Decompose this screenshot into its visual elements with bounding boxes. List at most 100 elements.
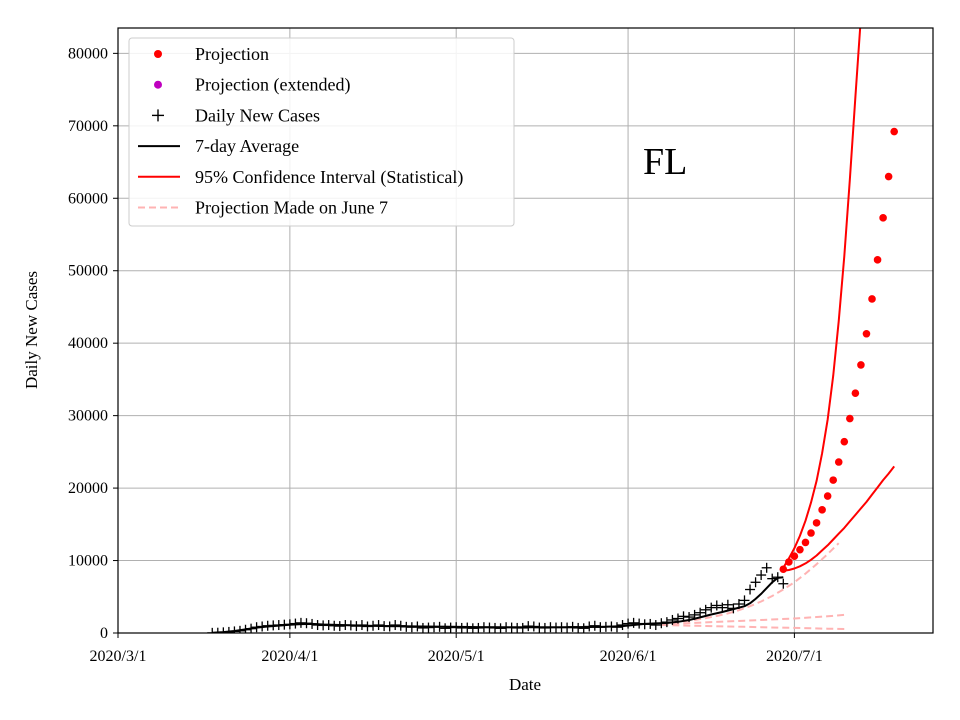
series-line-projection-made-on-june-7-upper	[661, 613, 845, 626]
data-point-daily-new-cases	[356, 620, 367, 631]
y-tick-label: 20000	[68, 480, 108, 497]
data-point-projection	[868, 295, 876, 303]
data-point-daily-new-cases	[728, 603, 739, 614]
data-point-daily-new-cases	[373, 620, 384, 631]
y-axis-label: Daily New Cases	[22, 271, 41, 389]
data-point-daily-new-cases	[611, 622, 622, 633]
data-point-daily-new-cases	[323, 620, 334, 631]
x-axis-label: Date	[509, 675, 541, 694]
data-point-daily-new-cases	[700, 604, 711, 615]
series-7-day-average	[212, 576, 784, 633]
data-point-projection	[796, 545, 804, 554]
y-tick-label: 0	[100, 625, 108, 642]
data-point-daily-new-cases	[645, 618, 656, 629]
data-point-daily-new-cases	[462, 622, 473, 633]
data-point-daily-new-cases	[290, 618, 301, 629]
data-point-daily-new-cases	[395, 620, 406, 631]
data-point-daily-new-cases	[761, 562, 772, 573]
data-point-daily-new-cases	[584, 621, 595, 632]
data-point-daily-new-cases	[334, 621, 345, 632]
series-projection-made-on-june-7-upper	[661, 613, 845, 626]
series-line-95-ci-lower	[783, 465, 895, 572]
data-point-projection	[840, 437, 849, 446]
legend-item-daily-new-cases: Daily New Cases	[152, 105, 320, 125]
legend-item-95-confidence-interval-statistical: 95% Confidence Interval (Statistical)	[138, 167, 463, 188]
data-point-daily-new-cases	[368, 620, 379, 631]
data-point-daily-new-cases	[706, 602, 717, 613]
legend-label: Daily New Cases	[195, 105, 320, 125]
data-point-daily-new-cases	[650, 620, 661, 631]
series-line-projection-made-on-june-7-lower	[661, 624, 845, 630]
data-point-projection	[807, 529, 815, 537]
data-point-projection	[873, 256, 882, 264]
legend-marker-dot	[154, 50, 162, 58]
series-layer	[207, 28, 898, 633]
legend: Projection Projection (extended) Daily New…	[128, 37, 515, 227]
legend-label: 95% Confidence Interval (Statistical)	[195, 167, 463, 188]
data-point-daily-new-cases	[390, 620, 401, 631]
data-point-projection	[857, 361, 865, 369]
state-annotation: FL	[643, 141, 687, 183]
legend-label: Projection	[195, 44, 269, 64]
data-point-daily-new-cases	[778, 578, 789, 589]
data-point-daily-new-cases	[307, 618, 318, 629]
data-point-projection	[785, 558, 793, 566]
data-point-daily-new-cases	[739, 595, 750, 606]
x-tick-label: 2020/5/1	[428, 648, 485, 665]
data-point-daily-new-cases	[772, 572, 783, 583]
series-line-7-day-average	[212, 576, 784, 633]
legend-label: Projection Made on June 7	[195, 198, 388, 218]
data-point-daily-new-cases	[234, 625, 245, 633]
data-point-daily-new-cases	[623, 618, 634, 629]
series-line-projection-made-on-june-7-central	[661, 542, 840, 625]
data-point-projection	[851, 389, 860, 397]
data-point-daily-new-cases	[745, 584, 756, 595]
data-point-daily-new-cases	[301, 618, 312, 629]
data-point-daily-new-cases	[451, 622, 462, 633]
data-point-daily-new-cases	[689, 609, 700, 620]
data-point-daily-new-cases	[495, 623, 506, 633]
data-point-daily-new-cases	[246, 623, 257, 633]
data-point-daily-new-cases	[667, 614, 678, 625]
data-point-daily-new-cases	[345, 620, 356, 631]
data-point-daily-new-cases	[750, 577, 761, 588]
data-point-daily-new-cases	[684, 612, 695, 623]
data-point-daily-new-cases	[606, 621, 617, 632]
data-point-daily-new-cases	[539, 622, 550, 633]
data-point-daily-new-cases	[695, 607, 706, 618]
data-point-daily-new-cases	[678, 611, 689, 622]
data-point-daily-new-cases	[517, 622, 528, 633]
data-point-daily-new-cases	[257, 621, 268, 632]
data-point-daily-new-cases	[756, 570, 767, 581]
data-point-daily-new-cases	[767, 573, 778, 584]
data-point-daily-new-cases	[717, 602, 728, 613]
legend-box	[128, 37, 515, 227]
legend-label: 7-day Average	[195, 136, 299, 156]
data-point-daily-new-cases	[251, 622, 262, 633]
data-point-daily-new-cases	[384, 621, 395, 632]
legend-item-projection: Projection	[154, 44, 269, 64]
y-tick-label: 60000	[68, 190, 108, 207]
y-tick-label: 70000	[68, 118, 108, 135]
data-point-projection	[779, 565, 788, 574]
data-point-projection	[846, 414, 854, 423]
data-point-daily-new-cases	[406, 622, 417, 633]
series-line-95-ci-upper	[782, 28, 862, 569]
series-projection	[779, 127, 898, 574]
data-point-daily-new-cases	[578, 623, 589, 633]
data-point-projection	[834, 458, 843, 466]
ticks: 2020/3/1 2020/4/1 2020/5/1 2020/6/1 2020/7/1…	[68, 45, 823, 665]
data-point-daily-new-cases	[412, 621, 423, 632]
data-point-daily-new-cases	[562, 622, 573, 633]
data-point-daily-new-cases	[661, 617, 672, 628]
data-point-daily-new-cases	[473, 622, 484, 633]
y-tick-label: 80000	[68, 45, 108, 62]
data-point-daily-new-cases	[722, 599, 733, 610]
data-point-projection	[884, 172, 893, 181]
data-point-projection	[823, 492, 832, 500]
data-point-daily-new-cases	[362, 621, 373, 632]
data-point-projection	[862, 329, 871, 338]
series-daily-new-cases	[207, 562, 789, 633]
y-tick-label: 10000	[68, 553, 108, 570]
